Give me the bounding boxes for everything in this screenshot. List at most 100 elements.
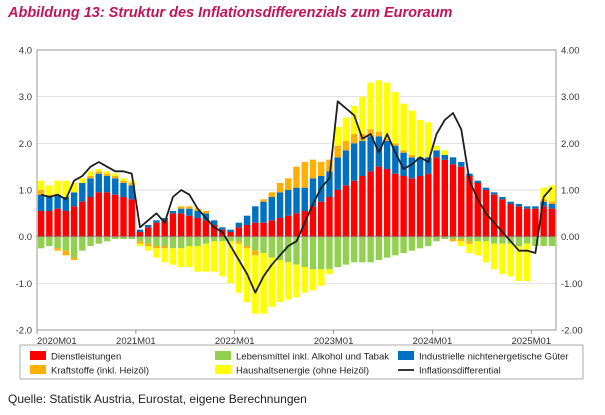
bar-dienstleistungen — [342, 185, 350, 237]
bar-lebensmittel — [309, 236, 317, 270]
bar-dienstleistungen — [383, 169, 391, 237]
bar-dienstleistungen — [46, 211, 53, 237]
bar-haushaltsenergie — [293, 264, 300, 298]
bar-industriegueter — [416, 157, 424, 176]
bar-industriegueter — [408, 157, 416, 179]
bar-kraftstoffe — [186, 206, 193, 209]
bar-haushaltsenergie — [408, 110, 416, 155]
legend-label: Industrielle nichtenergetische Güter — [419, 352, 568, 363]
bar-lebensmittel — [532, 236, 539, 246]
legend-swatch-haushaltsenergie — [215, 365, 231, 374]
bar-dienstleistungen — [227, 232, 234, 237]
bar-kraftstoffe — [383, 138, 391, 141]
bar-haushaltsenergie — [128, 180, 135, 183]
bar-haushaltsenergie — [491, 243, 498, 270]
bar-lebensmittel — [243, 236, 251, 246]
bar-dienstleistungen — [392, 173, 399, 237]
bar-dienstleistungen — [400, 176, 407, 237]
bar-lebensmittel — [425, 236, 432, 246]
bar-kraftstoffe — [260, 199, 267, 202]
x-tick-label: 2020M01 — [37, 336, 77, 347]
bar-haushaltsenergie — [540, 187, 547, 200]
bar-haushaltsenergie — [433, 145, 440, 151]
bar-lebensmittel — [400, 236, 407, 253]
bar-kraftstoffe — [235, 241, 243, 244]
bar-haushaltsenergie — [177, 248, 185, 267]
bar-lebensmittel — [177, 236, 185, 249]
bar-dienstleistungen — [293, 213, 300, 237]
bar-industriegueter — [548, 204, 556, 209]
bar-haushaltsenergie — [499, 243, 506, 274]
bar-industriegueter — [449, 157, 457, 165]
bar-industriegueter — [285, 190, 292, 216]
bar-dienstleistungen — [523, 208, 531, 237]
bar-industriegueter — [466, 173, 473, 176]
bar-haushaltsenergie — [285, 262, 292, 300]
bar-dienstleistungen — [136, 232, 144, 237]
bar-lebensmittel — [169, 236, 177, 249]
bar-lebensmittel — [260, 236, 267, 253]
bar-dienstleistungen — [120, 197, 127, 237]
bar-lebensmittel — [120, 236, 127, 239]
bar-industriegueter — [37, 194, 45, 211]
bar-dienstleistungen — [169, 213, 177, 237]
bar-dienstleistungen — [458, 166, 465, 237]
bar-lebensmittel — [128, 236, 135, 239]
bar-haushaltsenergie — [227, 241, 234, 284]
bar-haushaltsenergie — [145, 246, 152, 251]
bar-industriegueter — [252, 206, 259, 223]
bar-dienstleistungen — [243, 225, 251, 237]
bar-dienstleistungen — [95, 192, 102, 237]
bar-industriegueter — [359, 141, 366, 176]
bar-industriegueter — [128, 185, 135, 200]
bar-haushaltsenergie — [326, 269, 333, 274]
bar-industriegueter — [326, 171, 333, 197]
bar-haushaltsenergie — [202, 243, 210, 272]
bar-haushaltsenergie — [169, 248, 177, 265]
bar-lebensmittel — [285, 236, 292, 263]
plot-frame — [36, 49, 557, 331]
bar-kraftstoffe — [120, 180, 127, 183]
bar-haushaltsenergie — [112, 173, 119, 176]
bar-dienstleistungen — [210, 225, 218, 237]
bar-haushaltsenergie — [548, 185, 556, 202]
bar-lebensmittel — [252, 236, 259, 251]
bar-haushaltsenergie — [186, 246, 193, 267]
bar-lebensmittel — [367, 236, 374, 263]
legend-label: Dienstleistungen — [51, 352, 121, 363]
bar-kraftstoffe — [70, 257, 78, 260]
bar-lebensmittel — [375, 236, 383, 260]
bar-dienstleistungen — [548, 208, 556, 237]
bar-dienstleistungen — [474, 183, 481, 237]
bar-kraftstoffe — [177, 206, 185, 209]
bar-lebensmittel — [276, 236, 284, 260]
bar-dienstleistungen — [499, 199, 506, 237]
bar-industriegueter — [62, 197, 70, 211]
legend-label: Lebensmittel inkl. Alkohol und Tabak — [236, 352, 389, 363]
bar-dienstleistungen — [260, 222, 267, 237]
bar-industriegueter — [350, 143, 358, 181]
bar-kraftstoffe — [95, 171, 102, 174]
bar-lebensmittel — [136, 236, 144, 242]
legend-swatch-dienstleistungen — [30, 351, 46, 360]
bar-lebensmittel — [350, 236, 358, 263]
y-tick-label-left: 1.0 — [19, 186, 32, 197]
bar-lebensmittel — [342, 236, 350, 265]
bar-kraftstoffe — [112, 176, 119, 179]
bar-lebensmittel — [491, 236, 498, 244]
bar-dienstleistungen — [491, 194, 498, 237]
bar-lebensmittel — [161, 236, 168, 246]
bar-haushaltsenergie — [441, 150, 448, 155]
bar-kraftstoffe — [54, 248, 61, 251]
bar-dienstleistungen — [466, 176, 473, 237]
legend-box — [19, 344, 584, 380]
bar-haushaltsenergie — [359, 96, 366, 134]
bar-industriegueter — [54, 194, 61, 209]
bar-kraftstoffe — [375, 131, 383, 137]
bar-dienstleistungen — [276, 218, 284, 237]
bar-dienstleistungen — [433, 157, 440, 237]
bar-industriegueter — [499, 197, 506, 200]
y-tick-label-left: -1.0 — [16, 279, 32, 290]
bar-haushaltsenergie — [252, 255, 259, 314]
bar-haushaltsenergie — [276, 260, 284, 302]
